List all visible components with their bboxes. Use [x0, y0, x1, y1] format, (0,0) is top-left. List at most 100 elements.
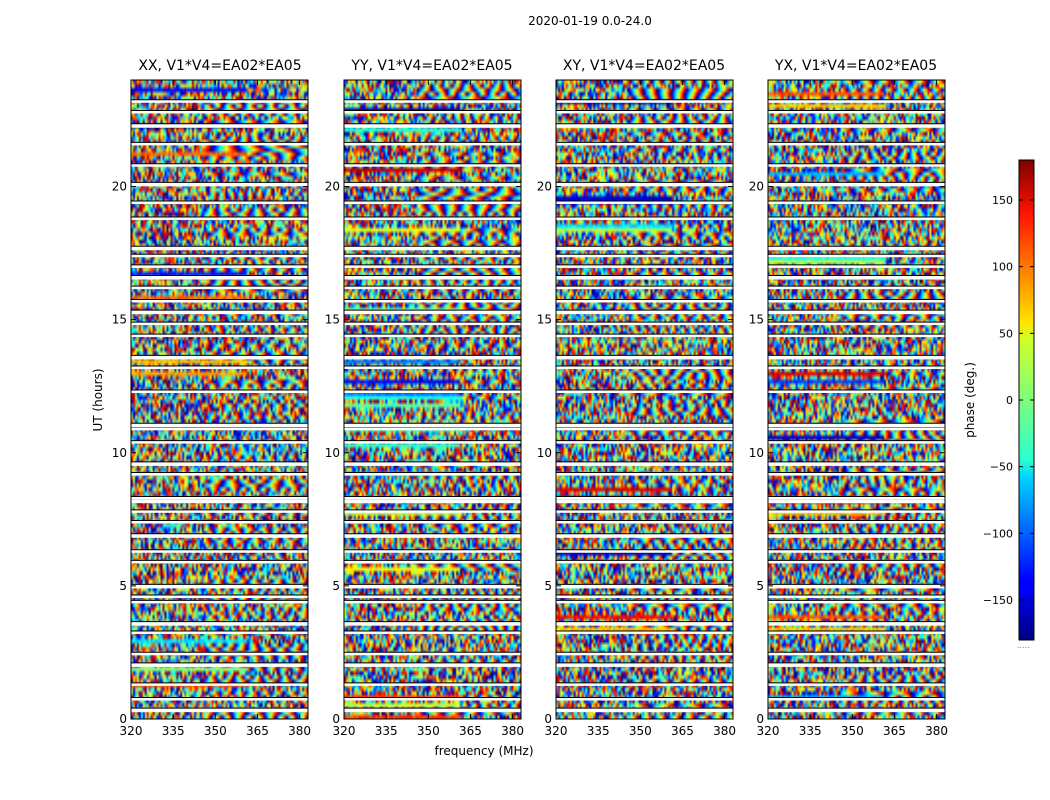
data-gap — [768, 560, 945, 564]
data-gap — [768, 142, 945, 146]
data-gap — [768, 355, 945, 360]
data-gap — [131, 584, 308, 589]
data-gap — [131, 662, 308, 667]
data-gap — [344, 286, 521, 290]
data-gap — [344, 427, 521, 431]
data-gap — [768, 520, 945, 524]
data-gap — [344, 264, 521, 268]
x-tick-label: 380 — [501, 724, 524, 738]
data-gap — [768, 163, 945, 167]
y-tick-label: 20 — [537, 180, 552, 194]
data-gap — [768, 310, 945, 315]
y-tick-label: 10 — [112, 446, 127, 460]
data-gap — [768, 461, 945, 466]
data-gap — [344, 423, 521, 428]
x-tick-label: 335 — [375, 724, 398, 738]
data-gap — [344, 496, 521, 500]
x-tick-label: 335 — [162, 724, 185, 738]
data-gap — [556, 600, 733, 604]
data-gap — [556, 630, 733, 634]
data-gap — [344, 461, 521, 466]
x-tick-label: 380 — [713, 724, 736, 738]
colorbar-tick-label: 100 — [992, 261, 1013, 274]
data-gap — [768, 662, 945, 667]
data-gap — [768, 99, 945, 103]
heatmap-panel-1: 320 335 350 365 380 0 5 10 15 20 — [325, 79, 524, 738]
data-gap — [768, 496, 945, 500]
data-gap — [131, 110, 308, 114]
heatmap-image — [131, 80, 308, 719]
data-gap — [344, 533, 521, 538]
data-gap — [344, 254, 521, 258]
data-gap — [131, 533, 308, 538]
data-gap — [131, 246, 308, 251]
data-gap — [556, 310, 733, 315]
data-gap — [344, 123, 521, 128]
data-gap — [131, 99, 308, 103]
data-gap — [344, 322, 521, 326]
data-gap — [768, 200, 945, 204]
figure-title: 2020-01-19 0.0-24.0 — [528, 14, 652, 28]
panel-frame — [130, 79, 309, 720]
y-tick-label: 5 — [756, 579, 764, 593]
data-gap — [768, 216, 945, 220]
data-gap — [131, 499, 308, 504]
data-gap — [556, 254, 733, 258]
y-tick-label: 15 — [749, 313, 764, 327]
y-tick-label: 0 — [119, 712, 127, 726]
data-gap — [556, 682, 733, 686]
data-gap — [131, 286, 308, 290]
data-gap — [131, 123, 308, 128]
data-gap — [131, 697, 308, 701]
x-tick-label: 380 — [288, 724, 311, 738]
data-gap — [768, 264, 945, 268]
data-gap — [131, 630, 308, 634]
data-gap — [556, 123, 733, 128]
x-tick-label: 320 — [120, 724, 143, 738]
x-tick-label: 350 — [629, 724, 652, 738]
y-tick-label: 15 — [325, 313, 340, 327]
data-gap — [556, 496, 733, 500]
data-gap — [556, 499, 733, 504]
data-gap — [768, 499, 945, 504]
data-gap — [768, 708, 945, 713]
data-gap — [556, 110, 733, 114]
data-gap — [131, 496, 308, 500]
heatmap-panel-3: 320 335 350 365 380 0 5 10 15 20 — [749, 79, 948, 738]
data-gap — [768, 440, 945, 444]
y-tick-label: 20 — [112, 180, 127, 194]
panel-frame — [767, 79, 946, 720]
data-gap — [344, 560, 521, 564]
data-gap — [344, 182, 521, 187]
data-gap — [131, 621, 308, 626]
heatmap-image — [556, 80, 733, 719]
x-tick-label: 365 — [459, 724, 482, 738]
y-tick-label: 20 — [749, 180, 764, 194]
data-gap — [768, 299, 945, 303]
data-gap — [131, 682, 308, 686]
data-gap — [556, 520, 733, 524]
x-tick-label: 365 — [671, 724, 694, 738]
data-gap — [556, 708, 733, 713]
y-tick-label: 20 — [325, 180, 340, 194]
panel-title-xy: XY, V1*V4=EA02*EA05 — [562, 58, 726, 74]
data-gap — [768, 123, 945, 128]
colorbar-footnote: ..... — [1017, 641, 1030, 650]
panel-title-yy: YY, V1*V4=EA02*EA05 — [351, 58, 513, 74]
x-tick-label: 380 — [925, 724, 948, 738]
x-tick-label: 335 — [587, 724, 610, 738]
data-gap — [768, 652, 945, 656]
data-gap — [131, 390, 308, 394]
data-gap — [131, 595, 308, 599]
data-gap — [344, 600, 521, 604]
data-gap — [556, 472, 733, 476]
data-gap — [768, 390, 945, 394]
data-gap — [556, 549, 733, 553]
data-gap — [131, 427, 308, 431]
data-gap — [768, 621, 945, 626]
data-gap — [344, 708, 521, 713]
data-gap — [344, 200, 521, 204]
data-gap — [344, 366, 521, 370]
y-tick-label: 10 — [537, 446, 552, 460]
